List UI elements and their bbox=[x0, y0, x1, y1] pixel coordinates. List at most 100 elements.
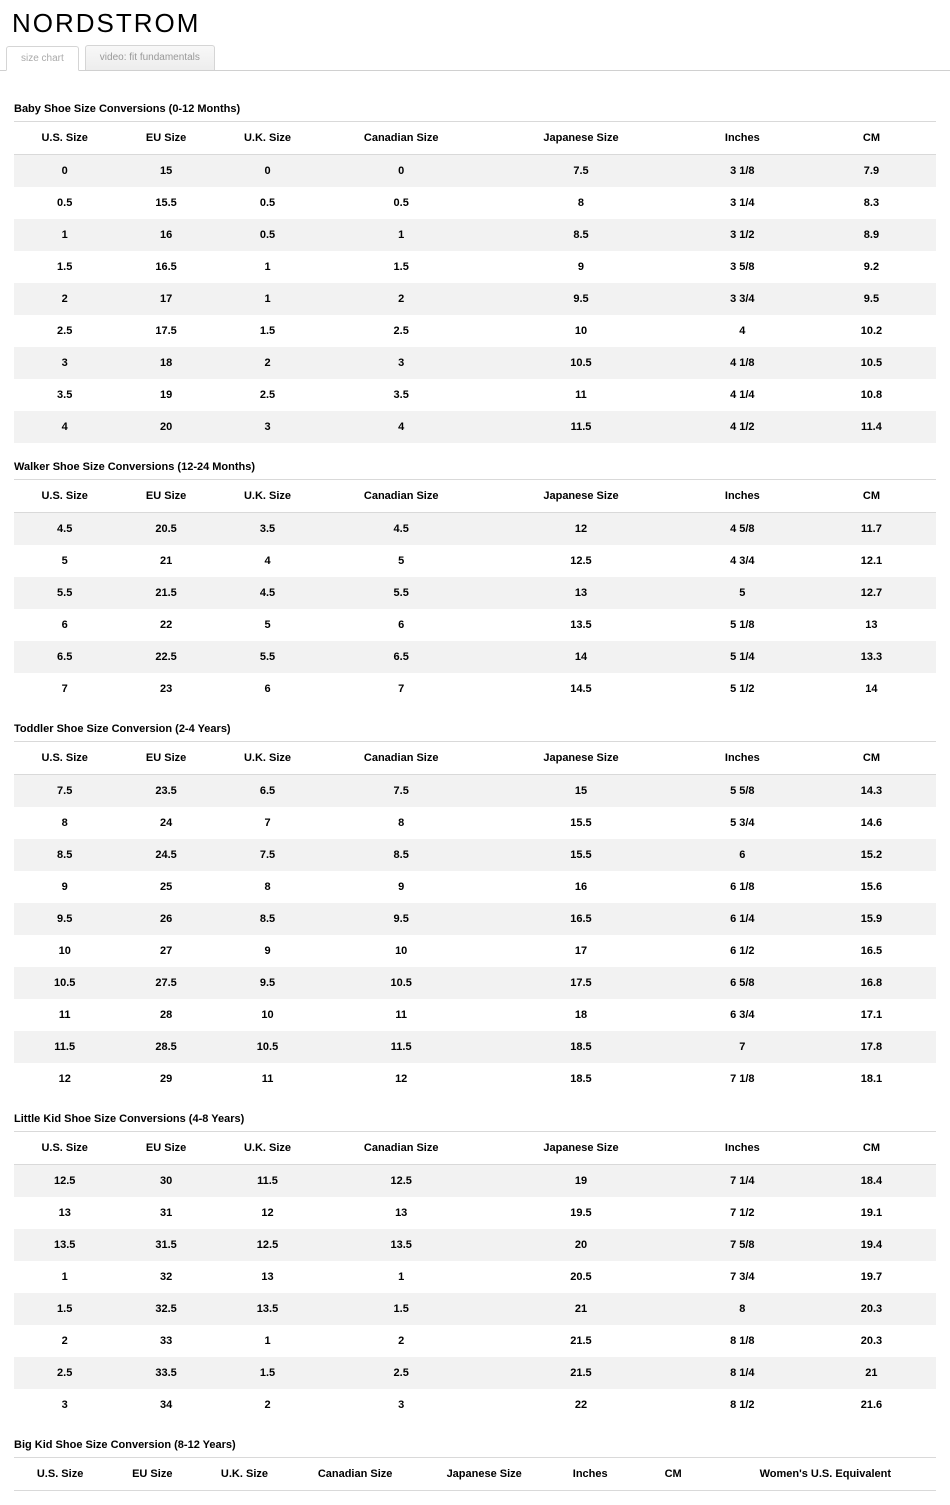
table-cell: 0 bbox=[318, 155, 484, 188]
table-cell: 13 bbox=[318, 1197, 484, 1229]
table-cell: 5 bbox=[678, 577, 807, 609]
table-row: 5214512.54 3/412.1 bbox=[14, 545, 936, 577]
tab-size-chart[interactable]: size chart bbox=[6, 46, 79, 71]
table-cell: 5 1/4 bbox=[678, 641, 807, 673]
column-header: CM bbox=[807, 742, 936, 775]
table-cell: 31.5 bbox=[115, 1229, 216, 1261]
table-cell: 16 bbox=[484, 871, 678, 903]
table-row: 4203411.54 1/211.4 bbox=[14, 411, 936, 443]
table-cell: 7.9 bbox=[807, 155, 936, 188]
table-cell: 0.5 bbox=[14, 187, 115, 219]
table-cell: 3.5 bbox=[14, 379, 115, 411]
table-cell: 3 1/8 bbox=[678, 155, 807, 188]
table-cell: 24 bbox=[115, 807, 216, 839]
table-cell: 12.1 bbox=[807, 545, 936, 577]
column-header: U.S. Size bbox=[14, 1132, 115, 1165]
table-cell: 16.5 bbox=[484, 903, 678, 935]
table-row: 11281011186 3/417.1 bbox=[14, 999, 936, 1031]
column-header: Canadian Size bbox=[291, 1458, 420, 1491]
table-cell: 6.5 bbox=[14, 641, 115, 673]
table-cell: 8 bbox=[14, 807, 115, 839]
table-cell: 18 bbox=[115, 347, 216, 379]
size-table: U.S. SizeEU SizeU.K. SizeCanadian SizeJa… bbox=[14, 479, 936, 705]
table-cell: 1.5 bbox=[14, 1293, 115, 1325]
table-cell: 12 bbox=[217, 1197, 318, 1229]
column-header: EU Size bbox=[115, 1132, 216, 1165]
table-cell: 19.5 bbox=[484, 1197, 678, 1229]
column-header: CM bbox=[807, 1132, 936, 1165]
table-cell: 15.5 bbox=[115, 187, 216, 219]
table-cell: 15.9 bbox=[807, 903, 936, 935]
table-cell: 7 5/8 bbox=[678, 1229, 807, 1261]
column-header: Japanese Size bbox=[484, 122, 678, 155]
table-cell: 11 bbox=[318, 999, 484, 1031]
table-cell: 2.5 bbox=[318, 315, 484, 347]
table-cell: 4.5 bbox=[318, 513, 484, 546]
column-header: Canadian Size bbox=[318, 122, 484, 155]
table-cell: 2.5 bbox=[14, 315, 115, 347]
column-header: U.K. Size bbox=[217, 480, 318, 513]
column-header: EU Size bbox=[115, 480, 216, 513]
table-cell: 26 bbox=[115, 903, 216, 935]
section-title: Toddler Shoe Size Conversion (2-4 Years) bbox=[14, 723, 936, 735]
table-row: 6.522.55.56.5145 1/413.3 bbox=[14, 641, 936, 673]
table-cell: 23.5 bbox=[115, 775, 216, 808]
table-cell: 11 bbox=[14, 999, 115, 1031]
table-cell: 4 1/4 bbox=[678, 379, 807, 411]
table-cell: 7 bbox=[318, 673, 484, 705]
table-cell: 12.5 bbox=[318, 1165, 484, 1198]
table-cell: 8.3 bbox=[807, 187, 936, 219]
table-cell: 8.5 bbox=[217, 903, 318, 935]
table-row: 13.531.512.513.5207 5/819.4 bbox=[14, 1229, 936, 1261]
table-cell: 32 bbox=[115, 1261, 216, 1293]
table-cell: 2 bbox=[217, 1389, 318, 1421]
column-header: Inches bbox=[678, 122, 807, 155]
table-cell: 11.5 bbox=[484, 411, 678, 443]
table-row: 217129.53 3/49.5 bbox=[14, 283, 936, 315]
table-row: 2331221.58 1/820.3 bbox=[14, 1325, 936, 1357]
table-cell: 14 bbox=[807, 673, 936, 705]
table-cell: 19.1 bbox=[807, 1197, 936, 1229]
table-cell: 9.5 bbox=[807, 283, 936, 315]
column-header: U.S. Size bbox=[14, 742, 115, 775]
table-cell: 10.5 bbox=[14, 967, 115, 999]
table-cell: 9.5 bbox=[318, 903, 484, 935]
table-cell: 28 bbox=[115, 999, 216, 1031]
table-cell: 11.5 bbox=[217, 1165, 318, 1198]
table-cell: 0.5 bbox=[217, 219, 318, 251]
table-cell: 15.6 bbox=[807, 871, 936, 903]
table-cell: 2.5 bbox=[318, 1357, 484, 1389]
table-cell: 9.2 bbox=[807, 251, 936, 283]
table-cell: 10 bbox=[318, 935, 484, 967]
table-cell: 18 bbox=[484, 999, 678, 1031]
table-cell: 7.5 bbox=[318, 775, 484, 808]
table-cell: 8 bbox=[484, 187, 678, 219]
table-cell: 12 bbox=[484, 513, 678, 546]
table-cell: 5.5 bbox=[14, 577, 115, 609]
table-cell: 21 bbox=[115, 545, 216, 577]
content-area: Baby Shoe Size Conversions (0-12 Months)… bbox=[0, 71, 950, 1505]
table-cell: 6 1/4 bbox=[678, 903, 807, 935]
table-cell: 5 1/2 bbox=[678, 673, 807, 705]
table-cell: 17.5 bbox=[484, 967, 678, 999]
table-cell: 16.5 bbox=[115, 251, 216, 283]
column-header: Inches bbox=[678, 480, 807, 513]
table-row: 4.520.53.54.5124 5/811.7 bbox=[14, 513, 936, 546]
column-header: EU Size bbox=[106, 1458, 198, 1491]
table-cell: 11.7 bbox=[807, 513, 936, 546]
tab-video-fit-fundamentals[interactable]: video: fit fundamentals bbox=[85, 45, 215, 70]
table-cell: 3 bbox=[318, 347, 484, 379]
section-title: Big Kid Shoe Size Conversion (8-12 Years… bbox=[14, 1439, 936, 1451]
table-cell: 17.8 bbox=[807, 1031, 936, 1063]
table-cell: 2.5 bbox=[217, 379, 318, 411]
column-header: Japanese Size bbox=[420, 1458, 549, 1491]
table-cell: 13 bbox=[217, 1261, 318, 1293]
table-cell: 15 bbox=[115, 155, 216, 188]
table-cell: 1 bbox=[318, 1261, 484, 1293]
table-cell: 2.5 bbox=[14, 1357, 115, 1389]
table-cell: 13.3 bbox=[807, 641, 936, 673]
table-cell: 15.5 bbox=[484, 839, 678, 871]
table-cell: 12.7 bbox=[807, 577, 936, 609]
table-cell: 8 bbox=[217, 871, 318, 903]
table-cell: 3 bbox=[14, 1389, 115, 1421]
